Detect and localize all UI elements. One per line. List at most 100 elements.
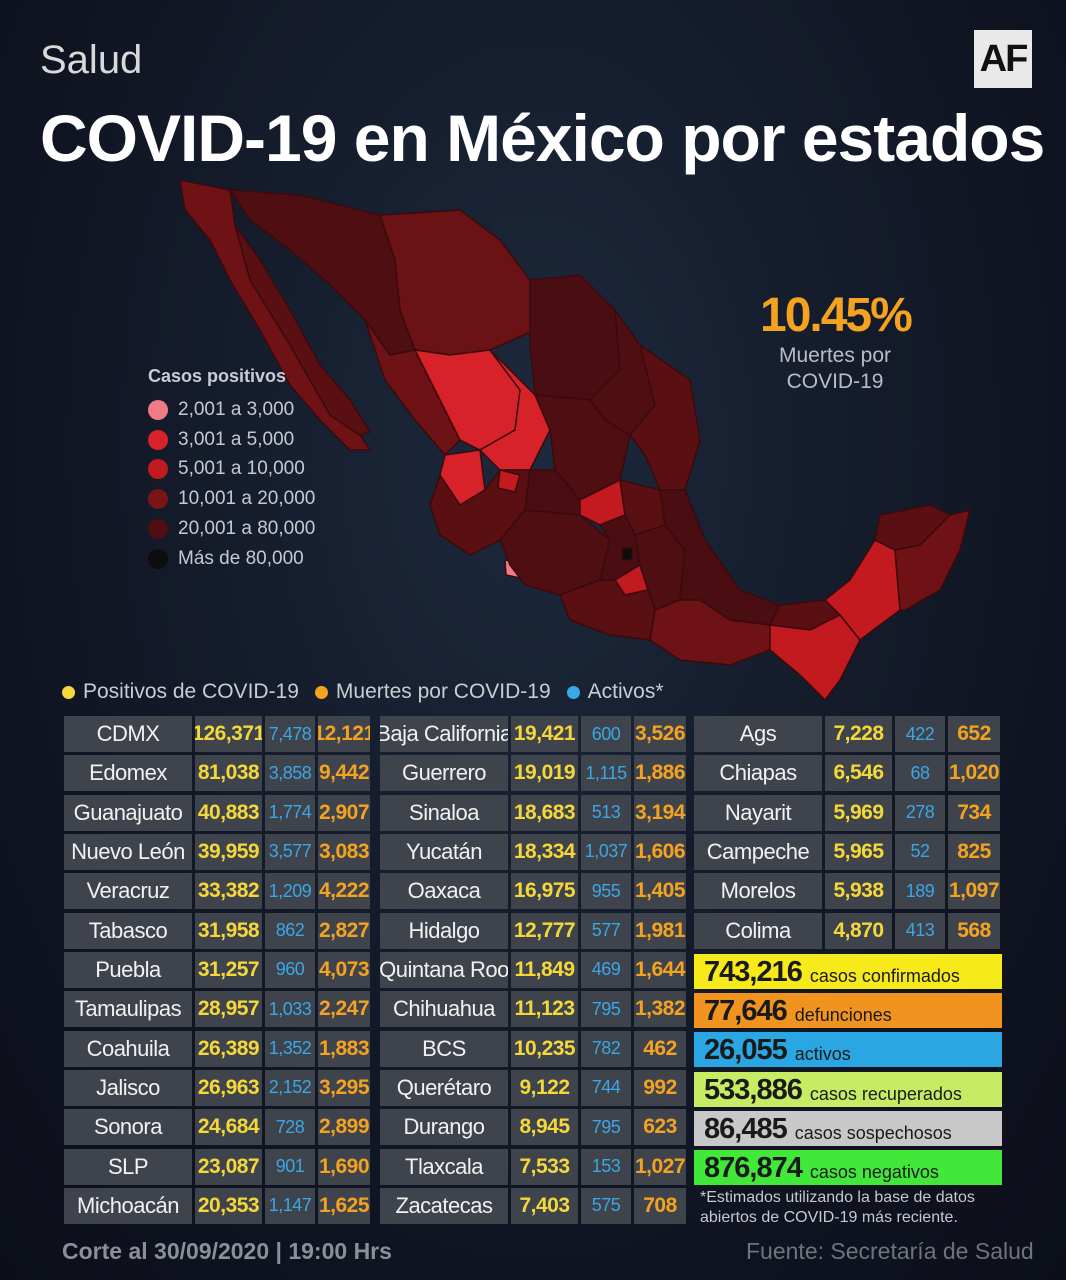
table-row: Chiapas 6,546 68 1,020 — [694, 755, 1003, 792]
active-cases: 3,577 — [265, 833, 315, 870]
table-row: Sinaloa 18,683 513 3,194 — [380, 794, 689, 831]
table-row: Colima 4,870 413 568 — [694, 912, 1003, 949]
legend-item: 5,001 a 10,000 — [148, 455, 315, 485]
active-cases: 68 — [895, 755, 945, 792]
active-cases: 278 — [895, 794, 945, 831]
cutoff-date: Corte al 30/09/2020 | 19:00 Hrs — [62, 1238, 392, 1264]
af-logo: AF — [974, 30, 1032, 88]
active-cases: 153 — [581, 1148, 631, 1185]
state-name: Sonora — [64, 1109, 192, 1146]
table-row: Edomex 81,038 3,858 9,442 — [64, 755, 373, 792]
legend-label: 3,001 a 5,000 — [178, 428, 295, 450]
national-summary: 743,216 casos confirmados 77,646 defuncione… — [694, 954, 1002, 1189]
active-cases: 795 — [581, 1109, 631, 1146]
deaths: 3,194 — [634, 794, 686, 831]
deaths: 2,899 — [318, 1109, 370, 1146]
state-name: Coahuila — [64, 1030, 192, 1067]
active-cases: 955 — [581, 873, 631, 910]
map-legend: Casos positivos 2,001 a 3,000 3,001 a 5,… — [148, 366, 315, 574]
state-table-3: Ags 7,228 422 652 Chiapas 6,546 68 1,020 Nayarit… — [694, 716, 1003, 952]
summary-box: 876,874 casos negativos — [694, 1149, 1002, 1185]
deaths: 12,121 — [318, 716, 370, 752]
active-cases: 469 — [581, 951, 631, 988]
state-name: CDMX — [64, 716, 192, 752]
map-coahuila — [529, 274, 621, 401]
state-name: Baja California — [380, 716, 508, 752]
positive-cases: 8,945 — [511, 1109, 578, 1146]
footnote-line-2: abiertos de COVID-19 más reciente. — [700, 1209, 958, 1226]
column-key: Positivos de COVID-19 Muertes por COVID-… — [62, 680, 664, 704]
deaths: 3,083 — [318, 833, 370, 870]
key-label: Positivos de COVID-19 — [83, 680, 299, 703]
active-cases: 575 — [581, 1187, 631, 1224]
key-label: Activos* — [587, 680, 664, 703]
legend-dot-icon — [148, 429, 168, 450]
state-name: BCS — [380, 1030, 508, 1067]
deaths: 1,020 — [948, 755, 1000, 792]
deaths: 9,442 — [318, 755, 370, 792]
state-table-2: Baja California 19,421 600 3,526 Guerrero 19,… — [380, 716, 689, 1227]
positive-cases: 39,959 — [195, 833, 262, 870]
map-guerrero — [559, 579, 656, 641]
summary-value: 533,886 — [704, 1073, 803, 1106]
positive-cases: 18,683 — [511, 794, 578, 831]
state-name: Colima — [694, 912, 822, 949]
active-cases: 513 — [581, 794, 631, 831]
table-row: Campeche 5,965 52 825 — [694, 833, 1003, 870]
deaths: 623 — [634, 1109, 686, 1146]
legend-item: 20,001 a 80,000 — [148, 514, 315, 544]
deaths: 1,644 — [634, 951, 686, 988]
legend-label: 2,001 a 3,000 — [178, 398, 295, 420]
active-cases: 1,147 — [265, 1187, 315, 1224]
summary-value: 86,485 — [704, 1112, 788, 1145]
yellow-dot-icon — [62, 685, 75, 699]
deaths: 1,027 — [634, 1148, 686, 1185]
state-name: Puebla — [64, 951, 192, 988]
table-row: Guerrero 19,019 1,115 1,886 — [380, 755, 689, 792]
key-positive: Positivos de COVID-19 — [62, 680, 299, 704]
map-bcs — [234, 224, 372, 436]
positive-cases: 12,777 — [511, 912, 578, 949]
table-row: Tabasco 31,958 862 2,827 — [64, 912, 373, 949]
section-label: Salud — [40, 38, 143, 82]
active-cases: 7,478 — [265, 716, 315, 752]
mexico-map — [179, 179, 972, 702]
active-cases: 413 — [895, 912, 945, 949]
state-name: SLP — [64, 1148, 192, 1185]
table-row: CDMX 126,371 7,478 12,121 — [64, 716, 373, 752]
table-row: BCS 10,235 782 462 — [380, 1030, 689, 1067]
table-row: Nuevo León 39,959 3,577 3,083 — [64, 833, 373, 870]
positive-cases: 6,546 — [825, 755, 892, 792]
table-row: Ags 7,228 422 652 — [694, 716, 1003, 752]
active-cases: 577 — [581, 912, 631, 949]
positive-cases: 81,038 — [195, 755, 262, 792]
active-cases: 189 — [895, 873, 945, 910]
state-name: Zacatecas — [380, 1187, 508, 1224]
table-row: Puebla 31,257 960 4,073 — [64, 951, 373, 988]
summary-label: casos confirmados — [809, 966, 960, 986]
active-cases: 960 — [265, 951, 315, 988]
deaths: 4,222 — [318, 873, 370, 910]
key-label: Muertes por COVID-19 — [335, 680, 551, 703]
state-name: Morelos — [694, 873, 822, 910]
active-cases: 1,115 — [581, 755, 631, 792]
state-name: Querétaro — [380, 1069, 508, 1106]
legend-label: Más de 80,000 — [178, 547, 304, 569]
active-cases: 901 — [265, 1148, 315, 1185]
legend-dot-icon — [148, 519, 168, 540]
summary-box: 77,646 defunciones — [694, 993, 1002, 1029]
active-cases: 600 — [581, 716, 631, 752]
table-row: Chihuahua 11,123 795 1,382 — [380, 991, 689, 1028]
legend-title: Casos positivos — [148, 366, 287, 386]
map-aguascalientes — [497, 469, 521, 493]
table-row: Zacatecas 7,403 575 708 — [380, 1187, 689, 1224]
positive-cases: 40,883 — [195, 794, 262, 831]
deaths: 462 — [634, 1030, 686, 1067]
state-name: Chiapas — [694, 755, 822, 792]
active-cases: 422 — [895, 716, 945, 752]
state-name: Tlaxcala — [380, 1148, 508, 1185]
table-row: Quintana Roo 11,849 469 1,644 — [380, 951, 689, 988]
table-row: Guanajuato 40,883 1,774 2,907 — [64, 794, 373, 831]
deaths: 1,097 — [948, 873, 1000, 910]
state-name: Durango — [380, 1109, 508, 1146]
